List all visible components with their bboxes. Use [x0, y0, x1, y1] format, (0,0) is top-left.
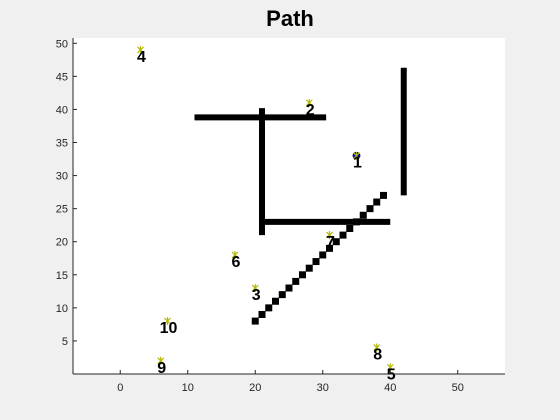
path-cell	[346, 224, 354, 232]
waypoint-marker	[157, 356, 165, 365]
path-cell	[353, 218, 360, 226]
waypoint-label: 4	[137, 49, 146, 66]
axes-background	[73, 38, 505, 374]
path-cell	[251, 317, 259, 325]
path-cell	[305, 264, 313, 272]
path-cell	[299, 271, 306, 279]
waypoint-marker	[305, 98, 313, 107]
path-cell	[339, 231, 347, 239]
path-cell	[366, 205, 374, 213]
x-tick-label: 0	[117, 382, 123, 394]
path-cell	[332, 238, 340, 246]
path-cell	[292, 277, 300, 285]
x-tick-label: 40	[384, 382, 396, 394]
y-tick-label: 45	[56, 71, 68, 83]
waypoint-marker	[373, 343, 381, 352]
x-tick-label: 50	[452, 382, 464, 394]
waypoint-marker	[326, 231, 333, 240]
x-tick-label: 30	[317, 382, 329, 394]
waypoint-layer: 1 2 3 4 5 6 7 8 9 10	[137, 45, 396, 383]
path-cell	[373, 198, 381, 206]
y-tick-label: 25	[56, 204, 68, 216]
path-cell	[312, 258, 320, 266]
y-tick-label: 35	[56, 138, 68, 150]
x-tick-label: 10	[182, 382, 194, 394]
waypoint-label: 5	[387, 366, 396, 383]
x-tick-label: 20	[249, 382, 261, 394]
waypoint-label: 2	[306, 102, 315, 119]
waypoint-marker	[137, 45, 144, 54]
path-cell	[359, 211, 367, 219]
y-tick-label: 50	[56, 38, 68, 50]
waypoint-label: 6	[232, 254, 241, 271]
path-cell	[319, 251, 327, 259]
path-cell	[380, 191, 387, 199]
waypoint-label: 8	[373, 347, 382, 364]
y-tick-label: 10	[56, 303, 68, 315]
obstacles-layer	[194, 67, 407, 236]
path-cell	[272, 297, 279, 305]
path-cell	[285, 284, 293, 292]
y-tick-label: 30	[56, 171, 68, 183]
y-tick-label: 15	[56, 270, 68, 282]
y-tick-label: 5	[62, 336, 68, 348]
waypoint-label: 3	[252, 287, 261, 304]
path-cell	[258, 310, 266, 318]
path-cell	[326, 244, 333, 252]
waypoint-marker	[164, 317, 171, 326]
y-tick-label: 20	[56, 237, 68, 249]
path-cell	[265, 304, 273, 312]
path-cell	[278, 291, 286, 299]
waypoint-marker	[231, 250, 239, 259]
waypoint-label: 10	[160, 320, 178, 337]
waypoint-marker	[353, 151, 360, 160]
chart-title: Path	[266, 6, 314, 31]
waypoint-marker	[251, 284, 259, 293]
waypoint-label: 9	[157, 360, 166, 377]
waypoint-label: 1	[353, 155, 362, 172]
y-tick-label: 40	[56, 104, 68, 116]
waypoint-label: 7	[326, 234, 335, 251]
